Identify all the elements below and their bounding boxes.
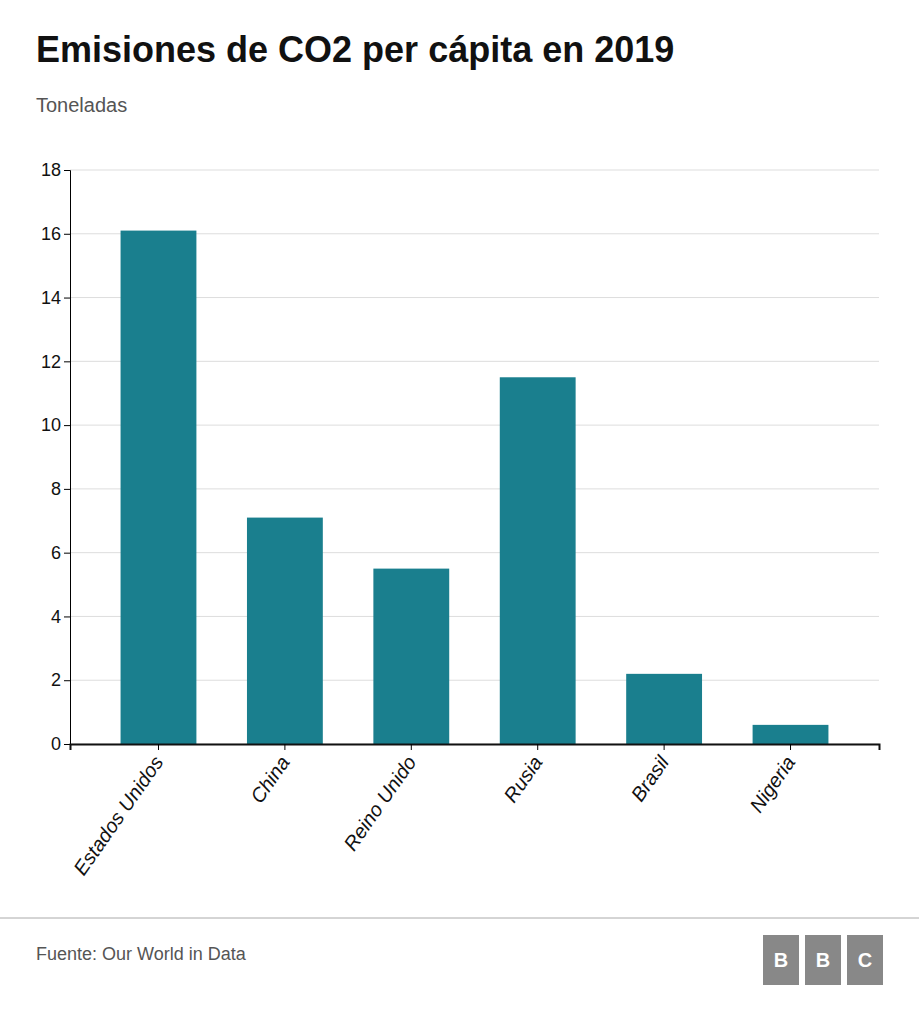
y-tick: 18 bbox=[41, 160, 70, 180]
logo-letter: B bbox=[816, 949, 830, 971]
x-tick-mark bbox=[537, 744, 538, 750]
bar bbox=[500, 377, 576, 744]
y-tick-label: 4 bbox=[51, 607, 61, 627]
subtitle: Toneladas bbox=[36, 94, 127, 116]
y-tick-mark bbox=[64, 680, 70, 681]
source: Fuente: Our World in Data bbox=[36, 944, 247, 964]
y-axis-line bbox=[64, 171, 71, 745]
y-tick-label: 10 bbox=[41, 415, 61, 435]
logo-letter: C bbox=[858, 949, 872, 971]
bar bbox=[626, 674, 702, 744]
x-axis-line bbox=[71, 745, 880, 751]
y-tick-label: 2 bbox=[51, 670, 61, 690]
grid-line bbox=[70, 170, 879, 171]
x-tick-mark bbox=[664, 744, 665, 750]
bars bbox=[121, 231, 829, 744]
x-tick-mark bbox=[158, 744, 159, 750]
bar bbox=[753, 725, 829, 744]
y-tick-mark bbox=[64, 489, 70, 490]
y-tick-label: 6 bbox=[51, 543, 61, 563]
x-tick-label: China bbox=[246, 752, 294, 807]
y-tick-mark bbox=[64, 553, 70, 554]
logo-box bbox=[805, 935, 841, 985]
x-axis: Estados Unidos China Reino Unido Rusia Brasi… bbox=[69, 744, 879, 879]
x-tick: Estados Unidos bbox=[69, 744, 167, 879]
y-tick-mark bbox=[64, 361, 70, 362]
y-tick: 0 bbox=[51, 734, 70, 754]
y-tick-label: 14 bbox=[41, 288, 61, 308]
y-tick: 10 bbox=[41, 415, 70, 435]
bar bbox=[121, 231, 197, 744]
x-tick-mark bbox=[411, 744, 412, 750]
logo-letter: B bbox=[774, 949, 788, 971]
y-tick-mark bbox=[64, 234, 70, 235]
x-tick: China bbox=[246, 744, 294, 807]
x-tick: Brasil bbox=[626, 744, 673, 805]
x-tick-label: Brasil bbox=[626, 751, 673, 805]
x-tick-label: Nigeria bbox=[745, 752, 799, 817]
y-tick: 2 bbox=[51, 670, 70, 690]
y-tick-mark bbox=[64, 425, 70, 426]
y-tick-label: 12 bbox=[41, 352, 61, 372]
logo: BBC bbox=[763, 935, 883, 985]
y-tick-label: 0 bbox=[51, 734, 61, 754]
grid bbox=[70, 170, 879, 744]
y-tick-label: 18 bbox=[41, 160, 61, 180]
y-tick: 14 bbox=[41, 288, 70, 308]
y-tick-mark bbox=[64, 298, 70, 299]
y-tick: 16 bbox=[41, 224, 70, 244]
bar bbox=[373, 569, 449, 744]
x-tick-label: Reino Unido bbox=[339, 752, 420, 855]
logo-box bbox=[763, 935, 799, 985]
x-tick-label: Estados Unidos bbox=[69, 752, 167, 879]
x-tick-mark bbox=[284, 744, 285, 750]
plot: 0 2 4 6 8 10 12 14 16 18 Estados Unidos China Reino … bbox=[41, 160, 880, 879]
x-tick-label: Rusia bbox=[499, 752, 546, 807]
y-tick: 8 bbox=[51, 479, 70, 499]
x-tick: Nigeria bbox=[745, 744, 799, 816]
bar bbox=[247, 518, 323, 744]
title: Emisiones de CO2 per cápita en 2019 bbox=[36, 29, 674, 70]
footer-line bbox=[0, 918, 919, 919]
y-tick: 12 bbox=[41, 352, 70, 372]
logo-box bbox=[847, 935, 883, 985]
y-tick: 6 bbox=[51, 543, 70, 563]
y-axis: 0 2 4 6 8 10 12 14 16 18 bbox=[41, 160, 71, 754]
y-tick-mark bbox=[64, 616, 70, 617]
y-tick-mark bbox=[64, 744, 70, 745]
y-tick-label: 8 bbox=[51, 479, 61, 499]
chart: Emisiones de CO2 per cápita en 2019 Tonel… bbox=[0, 0, 919, 1014]
y-tick-mark bbox=[64, 170, 70, 171]
x-tick-mark bbox=[790, 744, 791, 750]
y-tick-label: 16 bbox=[41, 224, 61, 244]
x-tick: Reino Unido bbox=[339, 744, 420, 854]
y-tick: 4 bbox=[51, 607, 70, 627]
x-tick: Rusia bbox=[499, 744, 546, 806]
